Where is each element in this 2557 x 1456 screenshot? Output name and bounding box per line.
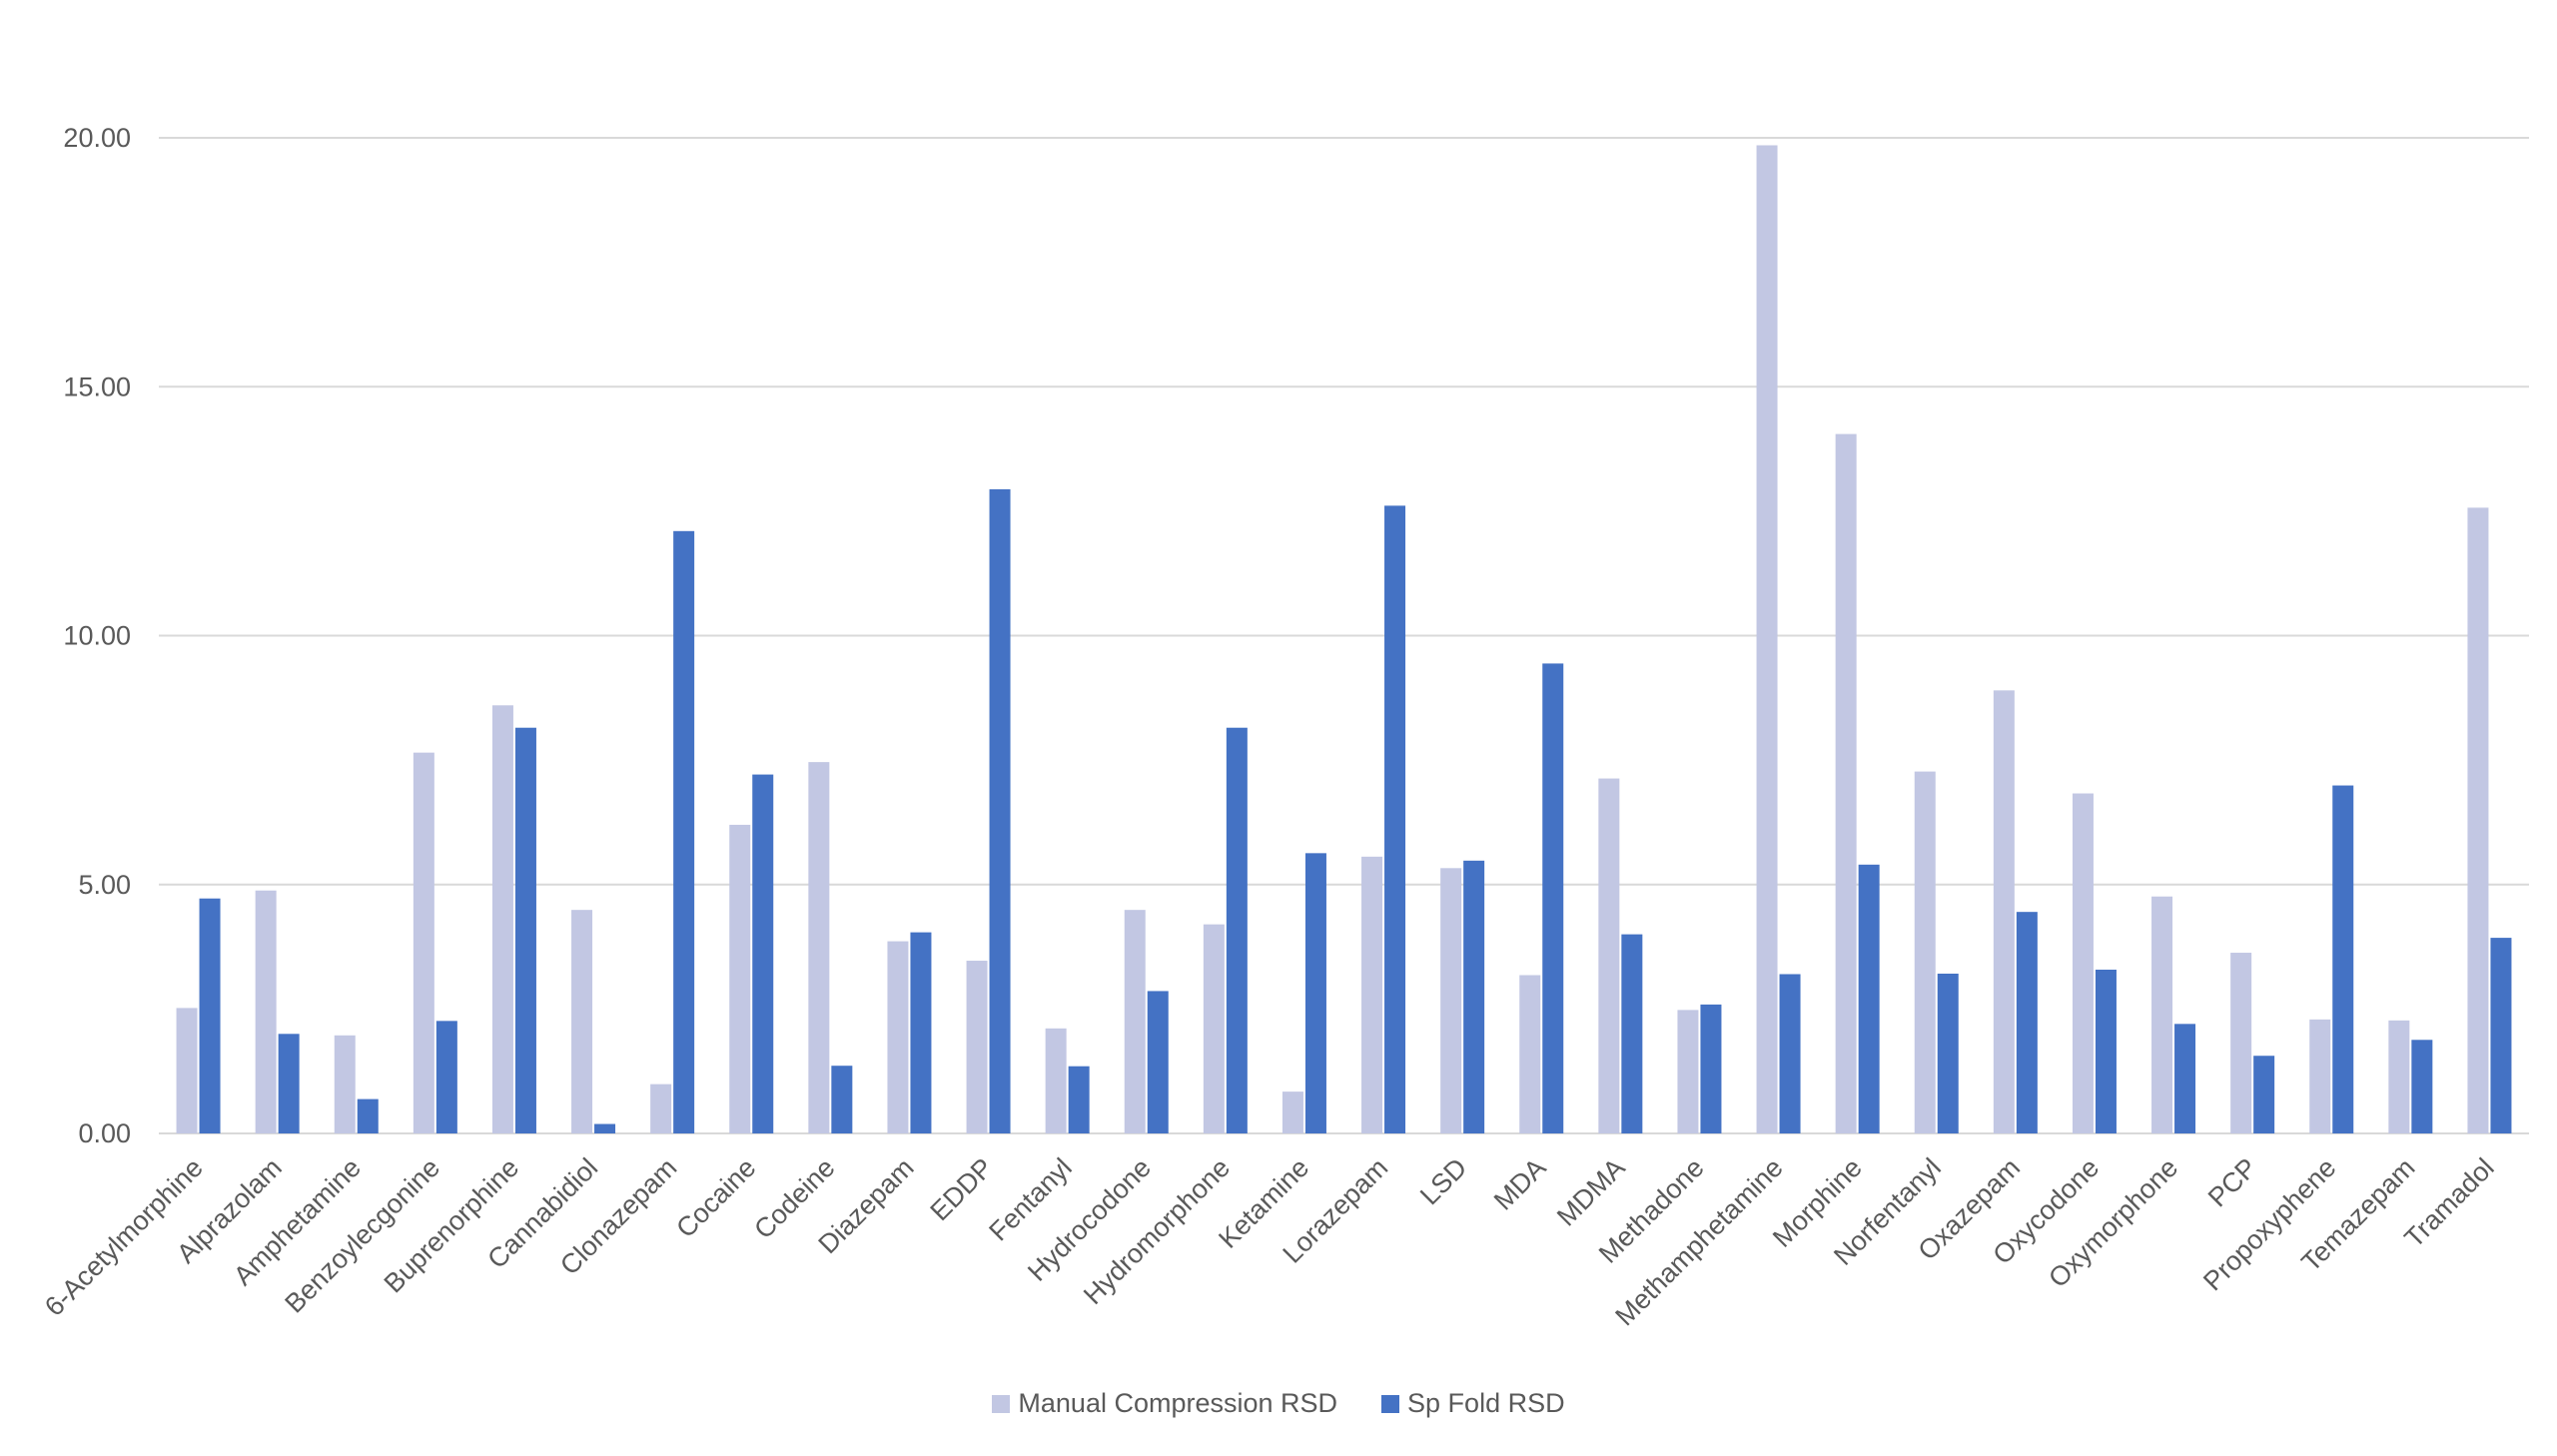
bar-manual-compression (1993, 690, 2015, 1133)
bar-manual-compression (334, 1035, 356, 1133)
legend-label: Sp Fold RSD (1407, 1388, 1565, 1418)
x-axis-labels: 6-AcetylmorphineAlprazolamAmphetamineBen… (39, 1152, 2500, 1331)
bar-sp-fold (831, 1066, 853, 1133)
bar-sp-fold (1542, 663, 1564, 1133)
bar-sp-fold (2332, 785, 2354, 1133)
bar-manual-compression (2467, 507, 2489, 1133)
bar-manual-compression (808, 762, 830, 1133)
bar-sp-fold (1937, 973, 1959, 1133)
y-tick-label: 5.00 (78, 870, 131, 900)
bar-sp-fold (673, 530, 695, 1133)
bar-manual-compression (2388, 1020, 2410, 1133)
bar-manual-compression (1045, 1028, 1067, 1133)
bar-manual-compression (650, 1084, 672, 1133)
bar-manual-compression (1361, 856, 1383, 1133)
bar-manual-compression (491, 705, 513, 1133)
x-tick-label: PCP (2202, 1152, 2262, 1212)
x-tick-label: Buprenorphine (379, 1152, 524, 1298)
bar-manual-compression (1281, 1092, 1303, 1133)
bar-manual-compression (571, 910, 593, 1133)
bar-sp-fold (2095, 969, 2117, 1133)
bar-manual-compression (1124, 910, 1146, 1133)
bar-manual-compression (176, 1008, 198, 1133)
bar-sp-fold (199, 898, 221, 1133)
bar-manual-compression (1598, 778, 1620, 1133)
bar-sp-fold (1700, 1004, 1722, 1133)
bar-sp-fold (1779, 974, 1801, 1133)
bar-manual-compression (2230, 953, 2252, 1133)
bar-manual-compression (966, 961, 988, 1133)
bar-manual-compression (729, 824, 751, 1133)
bar-manual-compression (1835, 433, 1857, 1133)
bar-manual-compression (1440, 868, 1462, 1133)
bar-sp-fold (435, 1021, 457, 1133)
y-axis-ticks: 0.00 5.00 10.00 15.00 20.00 (63, 123, 131, 1148)
y-tick-label: 0.00 (78, 1118, 131, 1148)
bar-manual-compression (1914, 771, 1936, 1133)
bar-manual-compression (887, 941, 909, 1133)
bar-sp-fold (1463, 860, 1485, 1133)
bar-manual-compression (2151, 896, 2173, 1133)
legend-label: Manual Compression RSD (1018, 1388, 1338, 1418)
x-tick-label: EDDP (925, 1152, 999, 1226)
x-tick-label: Hydromorphone (1078, 1152, 1236, 1310)
bar-sp-fold (1384, 505, 1406, 1134)
bar-sp-fold (1226, 727, 1248, 1133)
y-tick-label: 20.00 (63, 123, 131, 153)
bar-sp-fold (278, 1034, 300, 1133)
bar-sp-fold (2253, 1056, 2275, 1133)
legend: Manual Compression RSD Sp Fold RSD (0, 1388, 2557, 1419)
legend-swatch-manual-compression (992, 1394, 1011, 1413)
bar-manual-compression (1677, 1010, 1699, 1133)
legend-item-manual-compression: Manual Compression RSD (992, 1388, 1337, 1419)
x-tick-label: Cocaine (670, 1152, 761, 1243)
bar-sp-fold (357, 1098, 379, 1133)
bar-sp-fold (910, 932, 932, 1133)
bar-sp-fold (1068, 1066, 1090, 1133)
x-tick-label: LSD (1414, 1152, 1472, 1210)
bar-sp-fold (514, 727, 536, 1133)
bar-sp-fold (2016, 912, 2038, 1133)
legend-swatch-sp-fold (1381, 1394, 1400, 1413)
bar-manual-compression (413, 752, 434, 1133)
bar-sp-fold (1147, 991, 1169, 1133)
bar-manual-compression (2072, 793, 2094, 1133)
bars (176, 145, 2512, 1134)
bar-manual-compression (2309, 1019, 2331, 1133)
bar-sp-fold (1304, 853, 1326, 1133)
bar-sp-fold (2411, 1040, 2433, 1133)
bar-manual-compression (1203, 924, 1225, 1133)
x-tick-label: MDMA (1551, 1152, 1631, 1232)
bar-sp-fold (989, 488, 1011, 1133)
bar-sp-fold (1858, 864, 1880, 1133)
bar-manual-compression (1756, 145, 1778, 1134)
bar-manual-compression (255, 890, 277, 1133)
gridlines (159, 137, 2529, 1134)
bar-manual-compression (1519, 975, 1541, 1133)
bar-sp-fold (2490, 938, 2512, 1133)
bar-sp-fold (594, 1123, 616, 1133)
bar-sp-fold (2174, 1024, 2196, 1133)
x-tick-label: MDA (1488, 1152, 1552, 1216)
legend-item-sp-fold: Sp Fold RSD (1381, 1388, 1565, 1419)
bar-sp-fold (1621, 934, 1643, 1133)
y-tick-label: 15.00 (63, 371, 131, 401)
bar-sp-fold (752, 774, 774, 1133)
y-tick-label: 10.00 (63, 621, 131, 651)
